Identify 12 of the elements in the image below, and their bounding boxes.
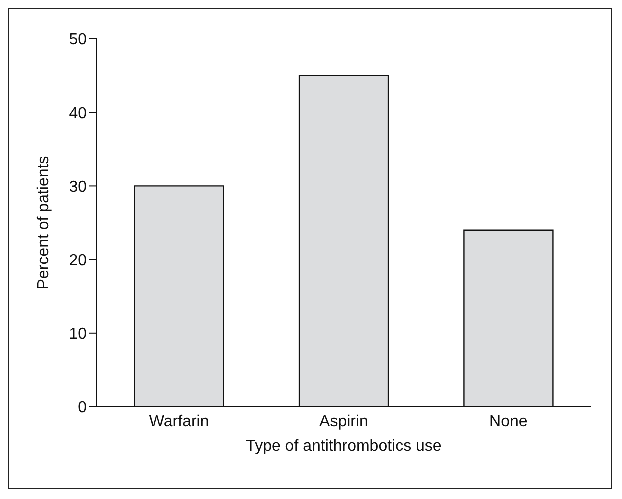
y-tick-label: 20 — [69, 252, 88, 270]
x-tick-label: Aspirin — [320, 413, 368, 430]
y-tick-label: 10 — [69, 326, 88, 344]
x-tick-label: None — [490, 413, 528, 430]
y-tick-label: 30 — [69, 178, 88, 196]
frame-border: Warfarin Aspirin None Type of antithrombotics use 0 10 20 30 40 50 Percent of patients — [8, 8, 612, 489]
x-axis-title: Type of antithrombotics use — [246, 438, 442, 455]
y-tick-label: 0 — [78, 400, 88, 417]
y-axis-title: Percent of patients — [36, 156, 53, 290]
y-tick-label: 50 — [69, 32, 88, 49]
y-tick-label: 40 — [69, 105, 88, 122]
x-tick-label: Warfarin — [149, 413, 210, 430]
